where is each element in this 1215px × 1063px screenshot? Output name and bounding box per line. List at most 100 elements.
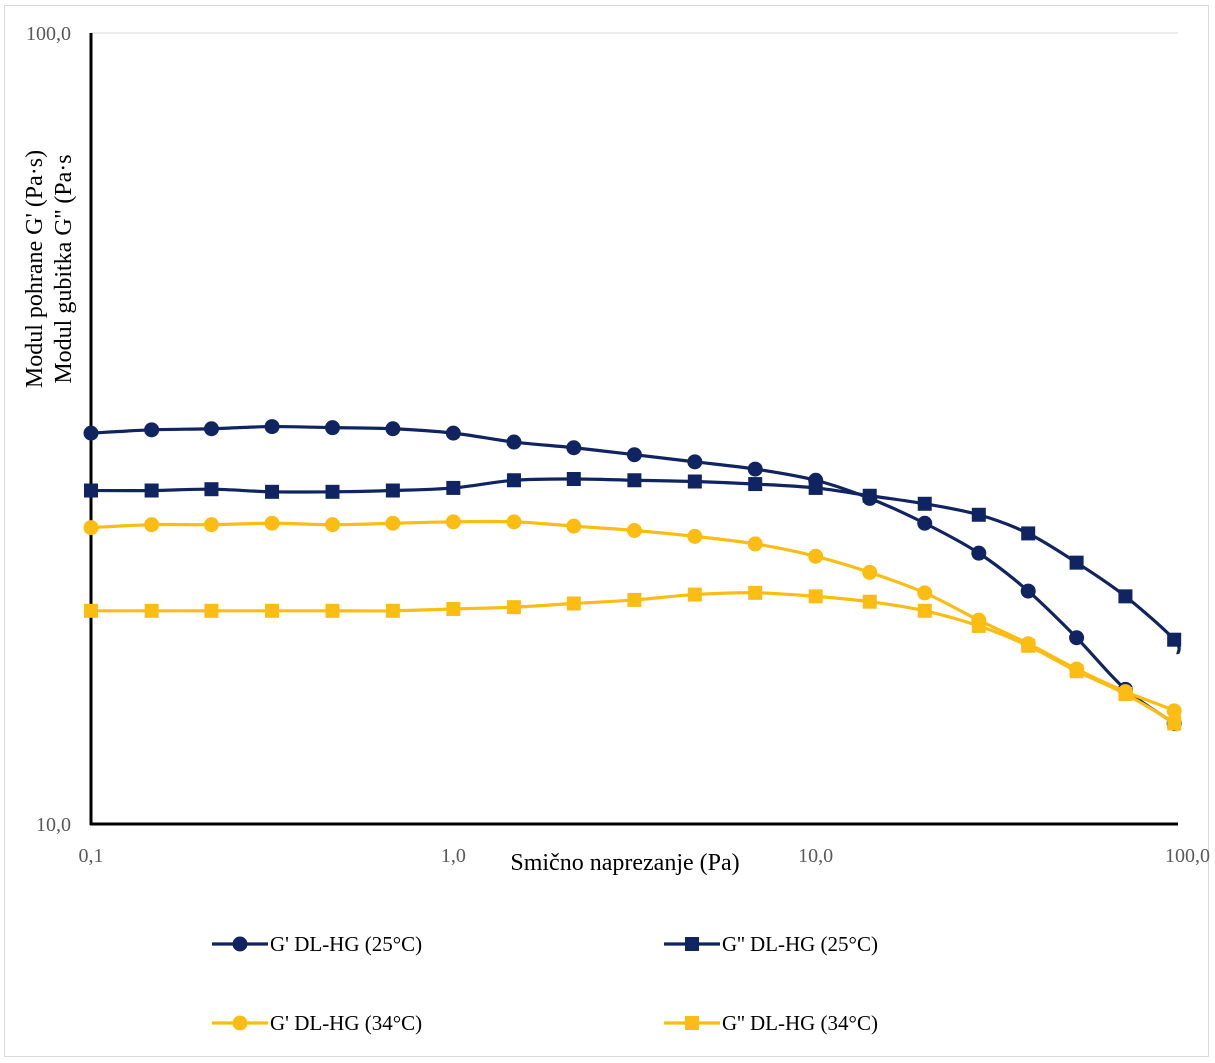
data-point: [385, 603, 400, 618]
data-point: [626, 447, 642, 463]
data-point: [1020, 583, 1036, 599]
y-axis-title-line-2: Modul gubitka G'' (Pa·s: [51, 154, 77, 383]
data-point: [917, 496, 932, 511]
data-point: [917, 603, 932, 618]
data-point: [808, 548, 824, 564]
data-point: [1069, 630, 1085, 646]
data-point: [971, 545, 987, 561]
data-point: [203, 517, 219, 533]
legend-label: G'' DL-HG (34°C): [722, 1010, 878, 1035]
data-point: [626, 522, 642, 538]
legend-label: G' DL-HG (34°C): [270, 1010, 423, 1035]
series-line: [90, 477, 1181, 655]
x-tick-label: 0,1: [79, 845, 104, 867]
data-point: [1069, 555, 1084, 570]
data-point: [264, 515, 280, 531]
data-point: [1118, 686, 1133, 701]
data-point: [506, 473, 521, 488]
data-point: [446, 480, 461, 495]
y-tick-label: 100,0: [26, 23, 71, 45]
chart: 0,1 1,0 10,0 100,0 10,0 100,0 Smično naprezan…: [22, 23, 1210, 876]
data-point: [445, 425, 461, 441]
legend-swatch: [664, 1016, 720, 1030]
axes: [89, 33, 1178, 826]
series-3: [83, 514, 1182, 720]
data-point: [265, 484, 280, 499]
data-point: [687, 587, 702, 602]
data-point: [1166, 703, 1182, 719]
data-point: [144, 483, 159, 498]
data-point: [917, 585, 933, 601]
legend-item: G'' DL-HG (25°C): [664, 929, 878, 959]
data-point: [204, 603, 219, 618]
tick-labels: 0,1 1,0 10,0 100,0 10,0 100,0: [26, 23, 1210, 867]
data-point: [445, 514, 461, 530]
data-point: [1021, 638, 1036, 653]
data-point: [264, 419, 280, 435]
legend-swatch-marker: [232, 936, 248, 952]
data-point: [566, 440, 582, 456]
y-axis-title-line-1: Modul pohrane G' (Pa·s): [22, 150, 48, 388]
data-point: [747, 536, 763, 552]
legend-item: G' DL-HG (34°C): [212, 1008, 422, 1038]
legend-swatch-marker: [685, 937, 699, 951]
data-point: [144, 517, 160, 533]
data-point: [385, 421, 401, 437]
data-point: [204, 482, 219, 497]
data-point: [1167, 716, 1182, 731]
data-point: [1069, 664, 1084, 679]
x-axis-title: Smično naprezanje (Pa): [510, 850, 739, 876]
legend-item: G' DL-HG (25°C): [212, 929, 422, 959]
data-point: [748, 477, 763, 492]
data-point: [203, 421, 219, 437]
x-tick-label: 100,0: [1165, 845, 1210, 867]
data-point: [265, 603, 280, 618]
data-point: [808, 480, 823, 495]
data-point: [747, 461, 763, 477]
data-point: [687, 528, 703, 544]
data-point: [627, 473, 642, 488]
data-point: [1021, 526, 1036, 541]
data-point: [862, 564, 878, 580]
x-tick-label: 1,0: [441, 845, 466, 867]
data-point: [566, 471, 581, 486]
data-point: [971, 618, 986, 633]
series-line: [91, 591, 1181, 733]
legend-label: G'' DL-HG (25°C): [722, 931, 878, 956]
legend-swatch: [664, 937, 720, 951]
data-point: [144, 603, 159, 618]
data-point: [325, 517, 341, 533]
legend-label: G' DL-HG (25°C): [270, 931, 423, 956]
data-point: [687, 474, 702, 489]
data-point: [506, 514, 522, 530]
legend-swatch: [212, 936, 268, 952]
series-group: [83, 419, 1182, 733]
data-point: [1167, 632, 1182, 647]
data-point: [748, 585, 763, 600]
data-point: [862, 488, 877, 503]
data-point: [566, 596, 581, 611]
data-point: [862, 594, 877, 609]
series-line: [90, 424, 1181, 731]
data-point: [325, 484, 340, 499]
data-point: [84, 483, 98, 498]
series-2: [84, 471, 1182, 655]
data-point: [83, 425, 99, 441]
chart-frame: [4, 5, 1209, 1057]
legend-item: G'' DL-HG (34°C): [664, 1008, 878, 1038]
data-point: [971, 507, 986, 522]
y-tick-label: 10,0: [36, 814, 71, 836]
data-point: [506, 434, 522, 450]
x-tick-label: 10,0: [798, 845, 833, 867]
series-1: [83, 419, 1182, 731]
data-point: [385, 483, 400, 498]
data-point: [84, 603, 98, 618]
data-point: [627, 592, 642, 607]
data-point: [83, 520, 99, 536]
legend-swatch-marker: [232, 1015, 248, 1031]
legend-swatch: [212, 1015, 268, 1031]
data-point: [325, 603, 340, 618]
data-point: [144, 422, 160, 438]
data-point: [566, 518, 582, 534]
series-4: [84, 585, 1182, 733]
